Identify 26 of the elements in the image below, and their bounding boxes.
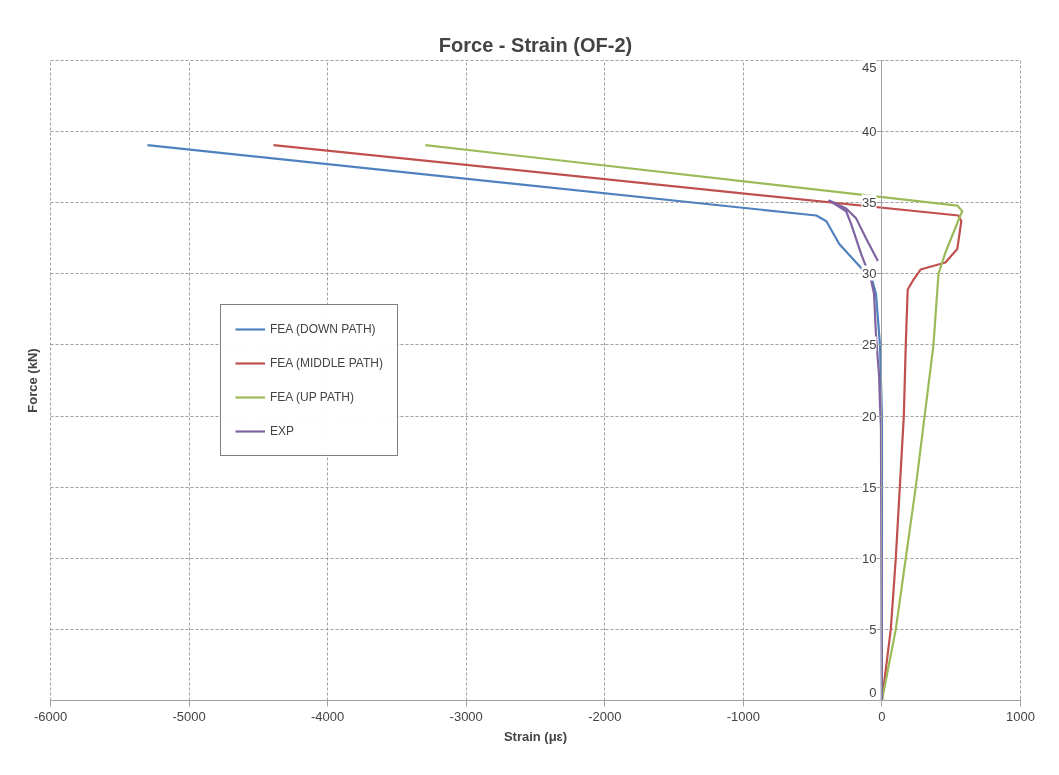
x-tick-label: -6000 [33, 708, 68, 724]
chart-title: Force - Strain (OF-2) [438, 33, 633, 56]
y-tick-label: 30 [861, 265, 877, 281]
y-tick-label: 20 [861, 408, 877, 424]
legend-label: FEA (UP PATH) [270, 390, 355, 404]
x-tick-label: -4000 [311, 708, 345, 724]
y-tick-label: 45 [861, 60, 877, 75]
y-tick-label: 10 [861, 550, 877, 566]
x-axis-title: Strain (με) [503, 728, 568, 744]
y-tick-label: 35 [861, 194, 877, 210]
legend-label: FEA (MIDDLE PATH) [270, 356, 383, 370]
x-tick-label: -2000 [588, 708, 622, 724]
line-series [424, 144, 964, 701]
x-tick-label: -1000 [726, 708, 760, 724]
y-tick-label: 25 [861, 336, 877, 352]
x-tick-label: 1000 [1006, 708, 1035, 724]
y-tick-label: 0 [869, 685, 877, 700]
y-axis-title: Force (kN) [24, 348, 40, 413]
x-tick-label: -5000 [172, 708, 206, 724]
x-tick-label: -3000 [449, 708, 483, 724]
legend-label: FEA (DOWN PATH) [270, 322, 376, 336]
y-tick-label: 5 [869, 621, 877, 637]
y-tick-label: 40 [861, 123, 877, 139]
y-tick-label: 15 [861, 479, 877, 495]
line-series [828, 199, 884, 701]
legend-label: EXP [270, 424, 295, 438]
